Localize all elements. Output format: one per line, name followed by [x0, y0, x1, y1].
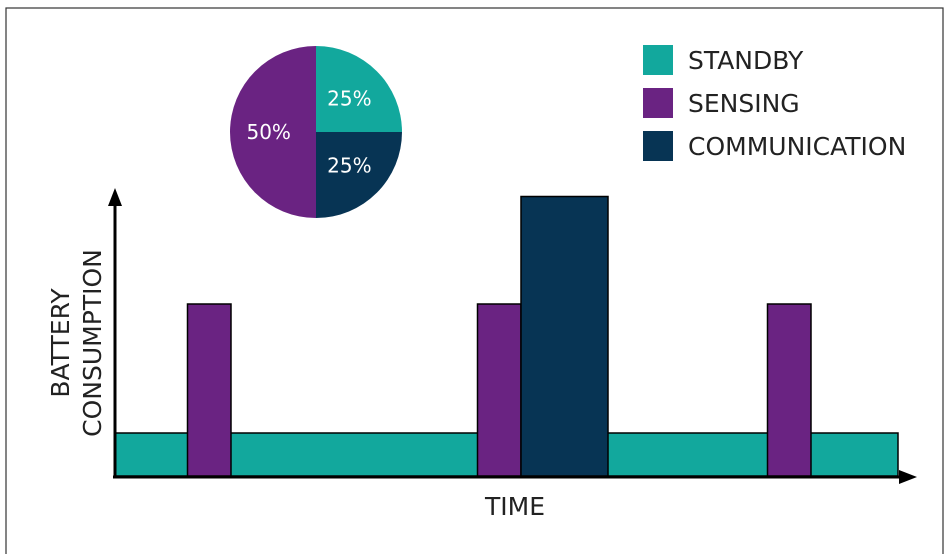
axes — [108, 188, 917, 484]
legend: STANDBY SENSING COMMUNICATION — [643, 45, 906, 161]
legend-label-standby: STANDBY — [688, 46, 804, 75]
legend-label-communication: COMMUNICATION — [688, 132, 906, 161]
timeline-bars — [114, 195, 899, 477]
pie-slice-communication — [316, 132, 402, 218]
legend-swatch-standby — [643, 45, 673, 75]
x-axis-label: TIME — [484, 492, 545, 521]
legend-swatch-communication — [643, 131, 673, 161]
pie-slice-sensing — [230, 46, 316, 218]
sensing-bar-4 — [766, 303, 812, 477]
communication-bar-3 — [520, 195, 609, 477]
pie-slice-standby — [316, 46, 402, 132]
pie-label-standby: 25% — [327, 87, 371, 111]
pie-chart: 25% 25% 50% — [230, 46, 402, 218]
y-axis-arrow-icon — [108, 188, 122, 206]
pie-label-communication: 25% — [327, 153, 371, 177]
sensing-bar-1 — [186, 303, 232, 477]
legend-swatch-sensing — [643, 88, 673, 118]
x-axis-arrow-icon — [899, 470, 917, 484]
sensing-bar-2 — [476, 303, 522, 477]
legend-label-sensing: SENSING — [688, 89, 800, 118]
y-axis-label-line1: BATTERY — [46, 288, 75, 398]
y-axis-label-line2: CONSUMPTION — [78, 249, 107, 437]
pie-label-sensing: 50% — [246, 120, 290, 144]
